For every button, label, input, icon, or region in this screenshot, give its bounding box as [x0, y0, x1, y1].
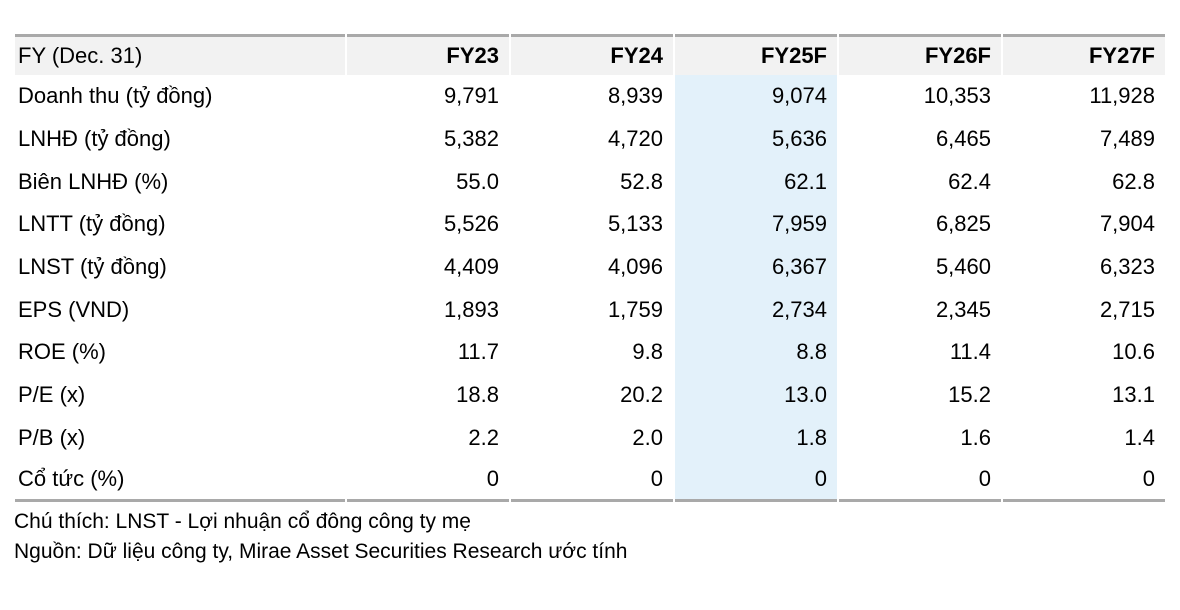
- value-cell: 7,904: [1099, 211, 1155, 237]
- value-cell: 5,133: [607, 211, 663, 237]
- value-cell: 9,791: [443, 83, 499, 109]
- value-cell: 0: [511, 459, 673, 502]
- table-row: P/B (x) 2.2 2.0 1.8 1.6 1.4: [15, 416, 1165, 460]
- value-cell: 15.2: [948, 382, 991, 408]
- value-cell: 1,759: [607, 296, 663, 322]
- value-cell: 1,893: [443, 296, 499, 322]
- value-cell: 13.0: [675, 373, 837, 417]
- value-cell: 4,409: [443, 254, 499, 280]
- row-label-header: FY (Dec. 31): [15, 34, 345, 75]
- value-cell: 1.4: [1124, 424, 1155, 450]
- value-cell: 0: [839, 459, 1001, 502]
- row-label-cell: P/B (x): [18, 424, 86, 450]
- source-line: Nguồn: Dữ liệu công ty, Mirae Asset Secu…: [14, 539, 628, 563]
- value-cell: 6,825: [935, 211, 991, 237]
- value-cell: 10.6: [1112, 339, 1155, 365]
- row-label-cell: Cổ tức (%): [15, 459, 345, 502]
- row-label-cell: Biên LNHĐ (%): [18, 168, 169, 194]
- value-cell: 6,367: [675, 245, 837, 289]
- table-row: Doanh thu (tỷ đồng) 9,791 8,939 9,074 10,353…: [15, 75, 1165, 118]
- value-cell: 2,734: [675, 288, 837, 332]
- table-row: LNST (tỷ đồng) 4,409 4,096 6,367 5,460 6,323: [15, 245, 1165, 289]
- financial-forecast-section: FY (Dec. 31) FY23 FY24 FY25F FY26F FY27F…: [13, 34, 1167, 502]
- value-cell: 9,074: [675, 75, 837, 118]
- value-cell: 0: [347, 459, 509, 502]
- value-cell: 1.8: [675, 416, 837, 460]
- column-header-fy27f: FY27F: [1003, 34, 1165, 75]
- row-label-cell: EPS (VND): [18, 296, 130, 322]
- value-cell: 9.8: [632, 339, 663, 365]
- value-cell: 2.2: [468, 424, 499, 450]
- row-label-cell: LNST (tỷ đồng): [18, 254, 167, 280]
- value-cell: 55.0: [456, 168, 499, 194]
- value-cell: 13.1: [1112, 382, 1155, 408]
- value-cell: 11,928: [1089, 83, 1155, 109]
- row-label-cell: LNTT (tỷ đồng): [18, 211, 166, 237]
- value-cell: 52.8: [620, 168, 663, 194]
- row-label-cell: ROE (%): [18, 339, 106, 365]
- table-row: Cổ tức (%) 0 0 0 0 0: [15, 459, 1165, 502]
- value-cell: 4,720: [607, 126, 663, 152]
- value-cell: 62.1: [675, 160, 837, 204]
- column-header-fy25f: FY25F: [675, 34, 837, 75]
- value-cell: 62.8: [1112, 168, 1155, 194]
- value-cell: 5,636: [675, 117, 837, 161]
- table-row: LNHĐ (tỷ đồng) 5,382 4,720 5,636 6,465 7,489: [15, 117, 1165, 161]
- value-cell: 11.4: [949, 339, 991, 365]
- value-cell: 8.8: [675, 331, 837, 374]
- value-cell: 2,715: [1099, 296, 1155, 322]
- value-cell: 2.0: [632, 424, 663, 450]
- row-label-cell: P/E (x): [18, 382, 86, 408]
- value-cell: 20.2: [620, 382, 663, 408]
- column-header-fy26f: FY26F: [839, 34, 1001, 75]
- value-cell: 11.7: [457, 339, 499, 365]
- value-cell: 2,345: [935, 296, 991, 322]
- value-cell: 7,959: [675, 203, 837, 246]
- value-cell: 0: [1003, 459, 1165, 502]
- value-cell: 62.4: [948, 168, 991, 194]
- table-row: P/E (x) 18.8 20.2 13.0 15.2 13.1: [15, 373, 1165, 417]
- table-row: LNTT (tỷ đồng) 5,526 5,133 7,959 6,825 7,904: [15, 203, 1165, 246]
- value-cell: 6,465: [935, 126, 991, 152]
- value-cell: 5,382: [443, 126, 499, 152]
- note-line: Chú thích: LNST - Lợi nhuận cổ đông công…: [14, 509, 471, 533]
- value-cell: 5,526: [443, 211, 499, 237]
- row-label-cell: LNHĐ (tỷ đồng): [18, 126, 171, 152]
- footnotes: Chú thích: LNST - Lợi nhuận cổ đông công…: [14, 507, 1167, 567]
- column-header-fy24: FY24: [511, 34, 673, 75]
- value-cell: 5,460: [935, 254, 991, 280]
- value-cell: 1.6: [960, 424, 991, 450]
- table-row: ROE (%) 11.7 9.8 8.8 11.4 10.6: [15, 331, 1165, 374]
- table-header-row: FY (Dec. 31) FY23 FY24 FY25F FY26F FY27F: [15, 34, 1165, 75]
- table-row: Biên LNHĐ (%) 55.0 52.8 62.1 62.4 62.8: [15, 160, 1165, 204]
- financial-forecast-table: FY (Dec. 31) FY23 FY24 FY25F FY26F FY27F…: [13, 34, 1167, 502]
- value-cell: 8,939: [607, 83, 663, 109]
- column-header-fy23: FY23: [347, 34, 509, 75]
- value-cell: 6,323: [1099, 254, 1155, 280]
- table-row: EPS (VND) 1,893 1,759 2,734 2,345 2,715: [15, 288, 1165, 332]
- value-cell: 0: [675, 459, 837, 502]
- row-label-cell: Doanh thu (tỷ đồng): [18, 83, 213, 109]
- value-cell: 7,489: [1099, 126, 1155, 152]
- value-cell: 4,096: [607, 254, 663, 280]
- value-cell: 18.8: [456, 382, 499, 408]
- value-cell: 10,353: [923, 83, 991, 109]
